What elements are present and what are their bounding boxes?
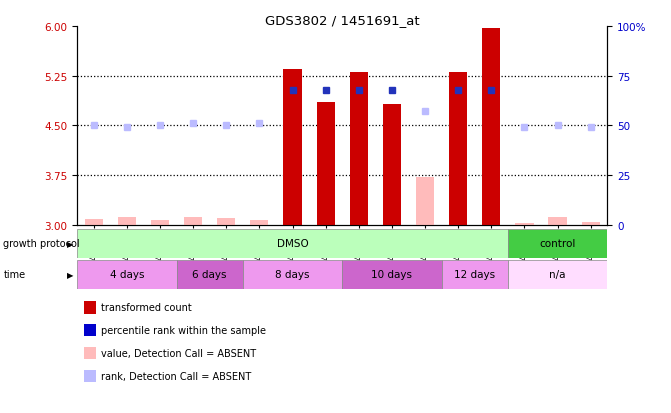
Text: growth protocol: growth protocol — [3, 239, 80, 249]
Bar — [548, 217, 567, 225]
Bar — [243, 260, 342, 289]
Bar — [283, 70, 302, 225]
Text: transformed count: transformed count — [101, 303, 192, 313]
Bar — [342, 260, 442, 289]
Bar — [508, 260, 607, 289]
Bar — [77, 229, 508, 258]
Bar — [449, 73, 467, 225]
Bar — [151, 221, 169, 225]
Text: time: time — [3, 270, 25, 280]
Text: percentile rank within the sample: percentile rank within the sample — [101, 325, 266, 335]
Text: 8 days: 8 days — [275, 270, 310, 280]
Text: 12 days: 12 days — [454, 270, 495, 280]
Bar — [582, 223, 600, 225]
Bar — [442, 260, 508, 289]
Bar — [382, 105, 401, 225]
Bar — [77, 260, 176, 289]
Bar — [515, 223, 533, 225]
Text: DMSO: DMSO — [276, 239, 309, 249]
Bar — [482, 29, 501, 225]
Bar — [85, 220, 103, 225]
Bar — [317, 103, 335, 225]
Text: 6 days: 6 days — [193, 270, 227, 280]
Text: n/a: n/a — [550, 270, 566, 280]
Bar — [176, 260, 243, 289]
Text: ▶: ▶ — [67, 239, 74, 248]
Bar — [184, 217, 202, 225]
Bar — [250, 221, 268, 225]
Bar — [350, 73, 368, 225]
Text: rank, Detection Call = ABSENT: rank, Detection Call = ABSENT — [101, 371, 252, 381]
Text: 10 days: 10 days — [372, 270, 413, 280]
Text: control: control — [539, 239, 576, 249]
Text: 4 days: 4 days — [109, 270, 144, 280]
Text: GDS3802 / 1451691_at: GDS3802 / 1451691_at — [265, 14, 419, 27]
Text: value, Detection Call = ABSENT: value, Detection Call = ABSENT — [101, 348, 256, 358]
Bar — [217, 218, 236, 225]
Text: ▶: ▶ — [67, 270, 74, 279]
Bar — [117, 217, 136, 225]
Bar — [416, 178, 434, 225]
Bar — [508, 229, 607, 258]
